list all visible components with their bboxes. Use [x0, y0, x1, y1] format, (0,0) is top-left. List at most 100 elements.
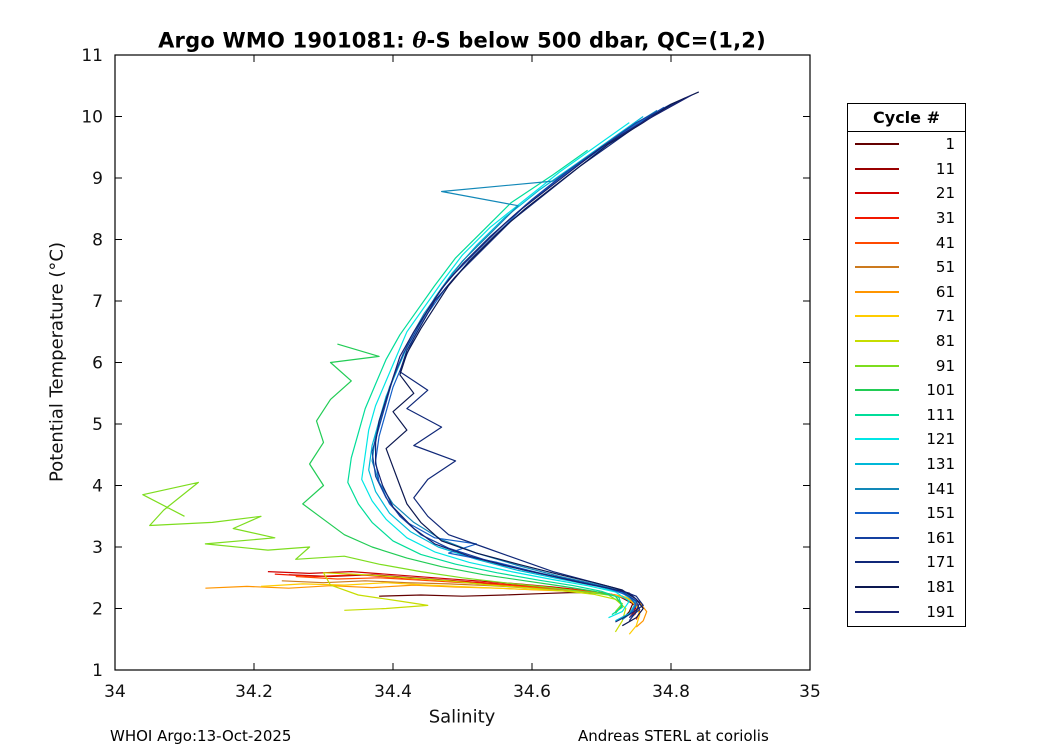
legend-line-sample: [855, 290, 899, 293]
legend-label: 191: [926, 602, 955, 621]
x-tick-label: 34: [104, 682, 126, 702]
legend-item: 41: [848, 230, 965, 255]
x-axis-label: Salinity: [428, 706, 496, 728]
y-tick-label: 7: [92, 292, 103, 312]
y-tick-label: 9: [92, 169, 103, 189]
legend-item: 21: [848, 181, 965, 206]
x-tick-label: 35: [799, 682, 821, 702]
series-cycle-161: [371, 103, 672, 619]
legend-line-sample: [855, 315, 899, 318]
chart-title-prefix: Argo WMO 1901081:: [158, 28, 413, 53]
x-tick-label: 34.6: [513, 682, 551, 702]
legend-label: 181: [926, 577, 955, 596]
legend-line-sample: [855, 364, 899, 367]
y-tick-label: 10: [81, 108, 103, 128]
footer-credit-right: Andreas STERL at coriolis: [578, 727, 769, 745]
legend-line-sample: [855, 241, 899, 244]
series-cycle-121: [361, 122, 630, 619]
series-cycle-151: [375, 106, 665, 615]
legend-line-sample: [855, 266, 899, 269]
series-cycle-101: [302, 343, 623, 614]
legend-item: 111: [848, 403, 965, 428]
series-cycle-111: [347, 149, 623, 616]
legend-label: 41: [935, 233, 955, 252]
legend-label: 161: [926, 528, 955, 547]
legend-line-sample: [855, 167, 899, 170]
x-tick-label: 34.4: [374, 682, 412, 702]
y-tick-label: 1: [92, 661, 103, 681]
series-cycle-181: [385, 91, 700, 627]
legend-line-sample: [855, 585, 899, 588]
legend-label: 131: [926, 455, 955, 474]
legend-line-sample: [855, 340, 899, 343]
legend-label: 61: [935, 282, 955, 301]
legend-label: 101: [926, 381, 955, 400]
legend-item: 161: [848, 526, 965, 551]
y-tick-label: 11: [81, 46, 103, 66]
legend-label: 151: [926, 504, 955, 523]
legend-line-sample: [855, 438, 899, 441]
legend-line-sample: [855, 217, 899, 220]
legend-entries: 1 11 21 31 41 51 61 71 81 91 101 111 121 131 141 151 161…: [848, 132, 965, 624]
y-tick-label: 6: [92, 354, 103, 374]
chart-title-suffix: -S below 500 dbar, QC=(1,2): [426, 28, 766, 53]
legend-label: 91: [935, 356, 955, 375]
footer-credit-left: WHOI Argo:13-Oct-2025: [110, 727, 292, 745]
legend-item: 141: [848, 476, 965, 501]
legend-line-sample: [855, 143, 899, 146]
legend-line-sample: [855, 192, 899, 195]
legend-label: 171: [926, 553, 955, 572]
x-tick-label: 34.8: [652, 682, 690, 702]
legend-label: 1: [945, 135, 955, 154]
legend-label: 21: [935, 184, 955, 203]
legend-line-sample: [855, 463, 899, 466]
y-tick-label: 4: [92, 477, 103, 497]
legend-item: 151: [848, 501, 965, 526]
series-cycle-41: [295, 575, 641, 620]
y-axis-label: Potential Temperature (°C): [46, 242, 68, 482]
legend-label: 71: [935, 307, 955, 326]
legend-item: 81: [848, 329, 965, 354]
legend-item: 101: [848, 378, 965, 403]
legend-item: 91: [848, 353, 965, 378]
legend-label: 111: [926, 405, 955, 424]
legend-item: 1: [848, 132, 965, 157]
legend-item: 171: [848, 550, 965, 575]
series-cycle-141: [371, 109, 658, 621]
y-tick-label: 2: [92, 600, 103, 620]
legend-label: 141: [926, 479, 955, 498]
legend-title: Cycle #: [848, 104, 965, 132]
series-cycle-131: [368, 116, 644, 622]
legend-label: 121: [926, 430, 955, 449]
legend-item: 191: [848, 599, 965, 624]
series-cycle-191: [375, 94, 693, 622]
x-tick-label: 34.2: [235, 682, 273, 702]
y-tick-label: 5: [92, 415, 103, 435]
legend-line-sample: [855, 610, 899, 613]
legend-item: 181: [848, 575, 965, 600]
series-cycle-91: [142, 481, 623, 612]
y-tick-label: 8: [92, 231, 103, 251]
legend-line-sample: [855, 487, 899, 490]
legend-label: 51: [935, 258, 955, 277]
legend-item: 121: [848, 427, 965, 452]
legend-item: 11: [848, 157, 965, 182]
legend-item: 51: [848, 255, 965, 280]
legend: Cycle # 1 11 21 31 41 51 61 71 81 91 101 111 121 131 1…: [847, 103, 966, 627]
legend-line-sample: [855, 512, 899, 515]
legend-item: 71: [848, 304, 965, 329]
theta-symbol: θ: [412, 27, 427, 53]
legend-item: 31: [848, 206, 965, 231]
legend-line-sample: [855, 389, 899, 392]
y-tick-label: 3: [92, 538, 103, 558]
legend-item: 131: [848, 452, 965, 477]
legend-line-sample: [855, 413, 899, 416]
chart-title: Argo WMO 1901081: θ-S below 500 dbar, QC…: [158, 28, 766, 53]
legend-line-sample: [855, 561, 899, 564]
legend-item: 61: [848, 280, 965, 305]
legend-line-sample: [855, 536, 899, 539]
series-cycle-171: [399, 97, 686, 623]
legend-label: 31: [935, 209, 955, 228]
